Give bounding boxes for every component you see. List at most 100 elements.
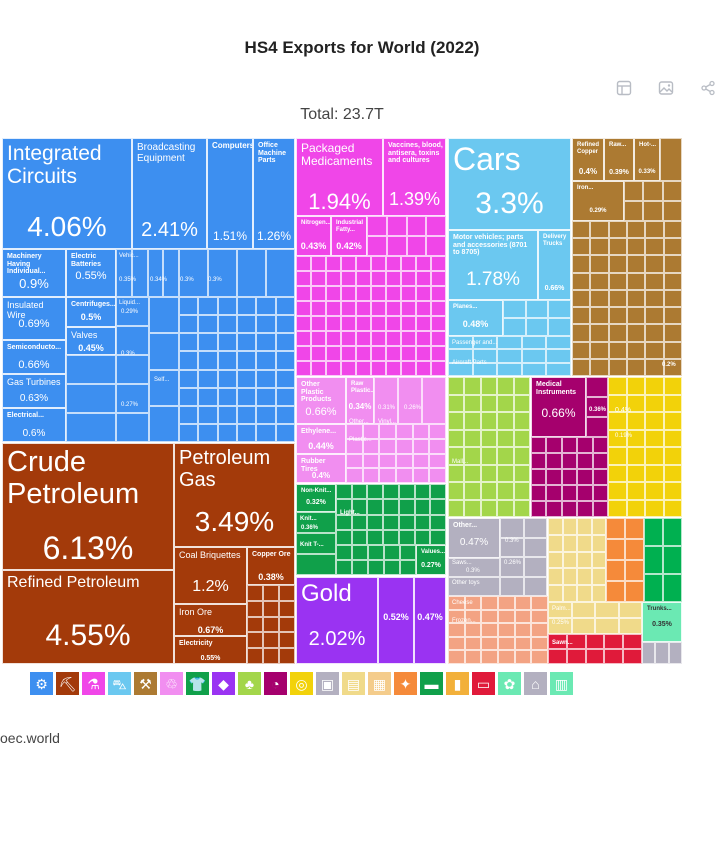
minor-cell[interactable] bbox=[237, 315, 257, 334]
minor-cell[interactable] bbox=[562, 518, 577, 535]
minor-cell[interactable] bbox=[562, 551, 577, 569]
minor-cell[interactable] bbox=[645, 394, 664, 412]
minor-cell[interactable] bbox=[572, 307, 591, 325]
minor-cell[interactable] bbox=[416, 316, 431, 331]
minor-cell[interactable] bbox=[498, 636, 515, 651]
minor-cell[interactable] bbox=[396, 438, 413, 454]
tile-petroleum-gas[interactable]: Petroleum Gas 3.49% bbox=[174, 443, 295, 547]
minor-cell[interactable] bbox=[131, 249, 148, 297]
minor-cell[interactable] bbox=[497, 336, 522, 350]
minor-cell[interactable] bbox=[179, 297, 199, 316]
minor-cell[interactable] bbox=[416, 301, 431, 316]
minor-cell[interactable] bbox=[546, 469, 562, 485]
minor-cell[interactable] bbox=[645, 307, 664, 325]
minor-cell[interactable] bbox=[275, 387, 295, 406]
minor-cell[interactable] bbox=[626, 377, 645, 395]
minor-cell[interactable] bbox=[237, 333, 257, 352]
minor-cell[interactable] bbox=[577, 534, 592, 552]
minor-cell[interactable] bbox=[663, 394, 682, 412]
minor-cell[interactable] bbox=[346, 438, 363, 454]
minor-cell[interactable] bbox=[591, 568, 606, 586]
minor-cell[interactable] bbox=[356, 301, 371, 316]
minor-cell[interactable] bbox=[362, 438, 380, 454]
minor-cell[interactable] bbox=[356, 331, 371, 346]
minor-cell[interactable] bbox=[590, 238, 609, 256]
vegetable-minor-group[interactable] bbox=[448, 377, 530, 517]
minor-cell[interactable] bbox=[548, 585, 563, 602]
minor-cell[interactable] bbox=[275, 333, 295, 352]
plastics-minor-group[interactable] bbox=[346, 424, 446, 483]
minor-cell[interactable] bbox=[498, 623, 515, 637]
minor-cell[interactable] bbox=[371, 346, 386, 361]
minor-cell[interactable] bbox=[116, 355, 149, 384]
minor-cell[interactable] bbox=[379, 453, 396, 469]
minor-cell[interactable] bbox=[644, 546, 663, 574]
minor-cell[interactable] bbox=[590, 324, 609, 342]
minor-cell[interactable] bbox=[481, 623, 498, 637]
minor-cell[interactable] bbox=[275, 405, 295, 424]
chemical-minor-group[interactable] bbox=[367, 216, 446, 256]
minor-cell[interactable] bbox=[498, 650, 515, 664]
minor-cell[interactable] bbox=[497, 394, 514, 412]
minor-cell[interactable] bbox=[626, 499, 645, 517]
animal-vegetable-oils-icon[interactable]: ▮ bbox=[446, 672, 469, 695]
minor-cell[interactable] bbox=[625, 518, 644, 539]
minor-cell[interactable] bbox=[346, 468, 363, 483]
minor-cell[interactable] bbox=[513, 429, 530, 447]
minor-cell[interactable] bbox=[663, 358, 682, 376]
minor-cell[interactable] bbox=[448, 336, 473, 350]
minor-cell[interactable] bbox=[296, 346, 311, 361]
tile-broadcasting-equipment[interactable]: Broadcasting Equipment 2.41% bbox=[132, 138, 207, 249]
minor-cell[interactable] bbox=[198, 315, 218, 334]
minor-cell[interactable] bbox=[566, 634, 586, 649]
minor-cell[interactable] bbox=[431, 301, 446, 316]
minor-cell[interactable] bbox=[668, 642, 682, 664]
minor-cell[interactable] bbox=[386, 361, 401, 376]
minor-cell[interactable] bbox=[179, 351, 199, 370]
minor-cell[interactable] bbox=[625, 539, 644, 560]
minor-cell[interactable] bbox=[367, 529, 384, 545]
instruments-icon[interactable]: ◔ bbox=[264, 672, 287, 695]
minor-cell[interactable] bbox=[645, 289, 664, 308]
minor-cell[interactable] bbox=[500, 518, 524, 538]
minor-cell[interactable] bbox=[367, 236, 387, 256]
minor-cell[interactable] bbox=[386, 301, 401, 316]
minor-cell[interactable] bbox=[448, 482, 465, 500]
minor-cell[interactable] bbox=[401, 316, 416, 331]
minor-cell[interactable] bbox=[531, 437, 547, 453]
minor-cell[interactable] bbox=[592, 485, 608, 501]
minor-cell[interactable] bbox=[352, 545, 368, 560]
minor-cell[interactable] bbox=[398, 377, 422, 424]
minor-cell[interactable] bbox=[521, 362, 547, 376]
minor-cell[interactable] bbox=[472, 336, 498, 350]
minor-cell[interactable] bbox=[608, 482, 627, 500]
mineral-minor-group[interactable] bbox=[247, 585, 295, 664]
minor-cell[interactable] bbox=[396, 453, 413, 469]
minor-cell[interactable] bbox=[263, 648, 279, 664]
minor-cell[interactable] bbox=[217, 387, 237, 406]
minor-cell[interactable] bbox=[237, 351, 257, 370]
minor-cell[interactable] bbox=[66, 413, 116, 442]
minor-cell[interactable] bbox=[480, 394, 498, 412]
minor-cell[interactable] bbox=[662, 181, 682, 201]
minor-cell[interactable] bbox=[256, 351, 276, 370]
minor-cell[interactable] bbox=[401, 331, 416, 346]
minor-cell[interactable] bbox=[595, 602, 619, 618]
minor-cell[interactable] bbox=[356, 346, 371, 361]
minor-cell[interactable] bbox=[384, 560, 400, 575]
minor-cell[interactable] bbox=[546, 453, 562, 469]
minor-cell[interactable] bbox=[604, 649, 624, 664]
minor-cell[interactable] bbox=[663, 546, 682, 574]
minor-cell[interactable] bbox=[396, 424, 413, 439]
minor-cell[interactable] bbox=[590, 272, 609, 290]
misc-minor-group[interactable] bbox=[642, 642, 682, 664]
minor-cell[interactable] bbox=[548, 318, 571, 336]
minor-cell[interactable] bbox=[531, 469, 547, 485]
minor-cell[interactable] bbox=[608, 499, 627, 517]
minor-cell[interactable] bbox=[595, 618, 619, 634]
minor-cell[interactable] bbox=[618, 618, 642, 634]
minor-cell[interactable] bbox=[448, 577, 500, 596]
transportation-icon[interactable]: ⛍ bbox=[108, 672, 131, 695]
minor-cell[interactable] bbox=[383, 514, 399, 530]
minor-cell[interactable] bbox=[386, 236, 407, 256]
